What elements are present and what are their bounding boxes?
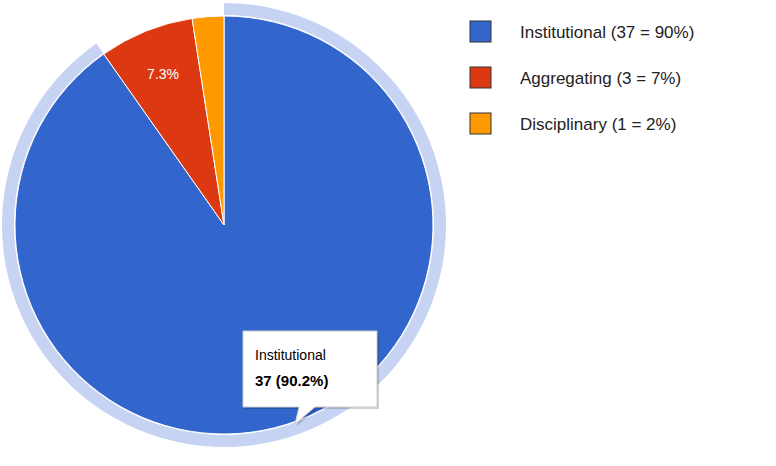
chart: 7.3%Institutional37 (90.2%)Institutional… xyxy=(0,0,776,466)
slice-label: 7.3% xyxy=(147,66,179,82)
pie-slice[interactable] xyxy=(15,16,433,434)
legend-swatch[interactable] xyxy=(470,113,491,134)
legend-label[interactable]: Disciplinary (1 = 2%) xyxy=(520,115,676,134)
callout-value: 37 (90.2%) xyxy=(255,372,328,389)
callout-box xyxy=(243,331,377,424)
pie-slice[interactable] xyxy=(192,16,224,225)
legend-swatch[interactable] xyxy=(470,67,491,88)
pie: 7.3% xyxy=(2,3,446,447)
callout: Institutional 37 (90.2%) xyxy=(243,331,379,426)
legend-label[interactable]: Aggregating (3 = 7%) xyxy=(520,69,681,88)
legend: Institutional (37 = 90%) Aggregating (3 =… xyxy=(470,21,694,134)
legend-label[interactable]: Institutional (37 = 90%) xyxy=(520,23,694,42)
highlight-ring xyxy=(2,3,446,447)
callout-title: Institutional xyxy=(255,347,326,363)
legend-swatch[interactable] xyxy=(470,21,491,42)
